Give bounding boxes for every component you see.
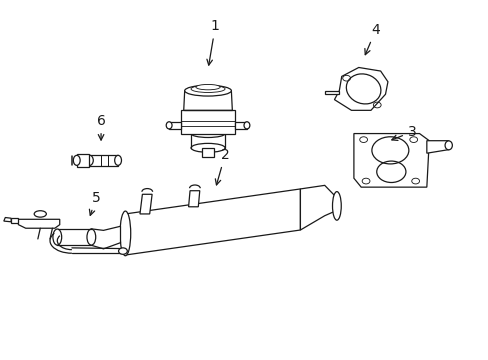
Polygon shape <box>334 67 387 111</box>
Ellipse shape <box>118 248 127 254</box>
Ellipse shape <box>184 85 231 96</box>
Polygon shape <box>11 217 19 223</box>
Ellipse shape <box>73 156 80 165</box>
Ellipse shape <box>332 192 341 220</box>
Ellipse shape <box>84 155 93 166</box>
Ellipse shape <box>34 211 46 217</box>
Polygon shape <box>183 91 232 111</box>
Text: 4: 4 <box>364 23 379 55</box>
Polygon shape <box>234 122 246 129</box>
Ellipse shape <box>120 211 130 256</box>
Polygon shape <box>125 189 300 255</box>
Ellipse shape <box>191 143 224 152</box>
Polygon shape <box>140 194 152 214</box>
Ellipse shape <box>53 229 61 245</box>
Polygon shape <box>300 185 336 230</box>
Polygon shape <box>353 134 428 187</box>
Bar <box>202 148 213 157</box>
Text: 6: 6 <box>97 114 105 140</box>
Ellipse shape <box>444 141 451 150</box>
Ellipse shape <box>244 122 249 129</box>
Polygon shape <box>4 217 11 222</box>
Text: 2: 2 <box>215 148 229 185</box>
Polygon shape <box>91 226 120 249</box>
Ellipse shape <box>115 156 121 165</box>
Polygon shape <box>77 154 89 167</box>
Polygon shape <box>169 122 181 129</box>
Polygon shape <box>324 91 339 94</box>
Polygon shape <box>19 219 60 228</box>
Ellipse shape <box>196 85 220 90</box>
Text: 3: 3 <box>391 125 416 140</box>
Polygon shape <box>426 141 448 153</box>
Polygon shape <box>181 111 234 134</box>
Ellipse shape <box>87 229 96 245</box>
Polygon shape <box>188 191 200 207</box>
Bar <box>89 155 118 166</box>
Text: 5: 5 <box>89 191 101 215</box>
Text: 1: 1 <box>206 19 219 65</box>
Ellipse shape <box>166 122 172 129</box>
Ellipse shape <box>191 130 224 138</box>
